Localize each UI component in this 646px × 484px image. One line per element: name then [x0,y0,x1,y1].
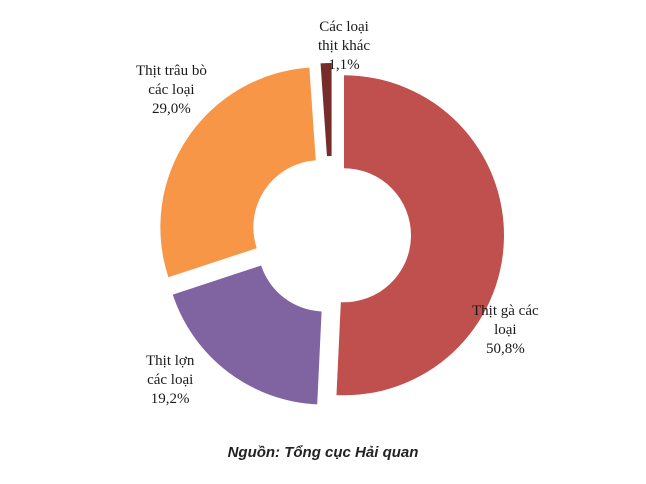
slice-label-chicken: Thịt gà các loại 50,8% [472,302,539,359]
slice-pork [172,265,322,405]
slice-label-pork-line1: Thịt lợn [146,353,195,369]
slice-label-beef-line1: Thịt trâu bò [136,63,207,79]
slice-label-other-line2: thịt khác [318,38,371,54]
slice-label-pork-value: 19,2% [150,391,190,407]
slice-label-other: Các loại thịt khác 1,1% [318,18,370,75]
slice-label-chicken-line1: Thịt gà các [472,303,539,319]
slice-label-other-value: 1,1% [328,57,360,73]
slice-chicken [336,75,504,396]
source-note: Nguồn: Tổng cục Hải quan [227,444,419,461]
slice-label-chicken-line2: loại [494,322,517,338]
slice-label-beef-value: 29,0% [152,101,191,117]
slice-label-chicken-value: 50,8% [485,341,525,357]
slice-label-pork: Thịt lợn các loại 19,2% [146,352,194,409]
slice-label-beef-line2: các loại [148,82,195,98]
slice-label-pork-line2: các loại [147,372,194,388]
slice-other [320,63,332,157]
slice-label-beef: Thịt trâu bò các loại 29,0% [136,62,207,119]
slice-label-other-line1: Các loại [319,19,369,35]
slice-beef [160,67,316,278]
